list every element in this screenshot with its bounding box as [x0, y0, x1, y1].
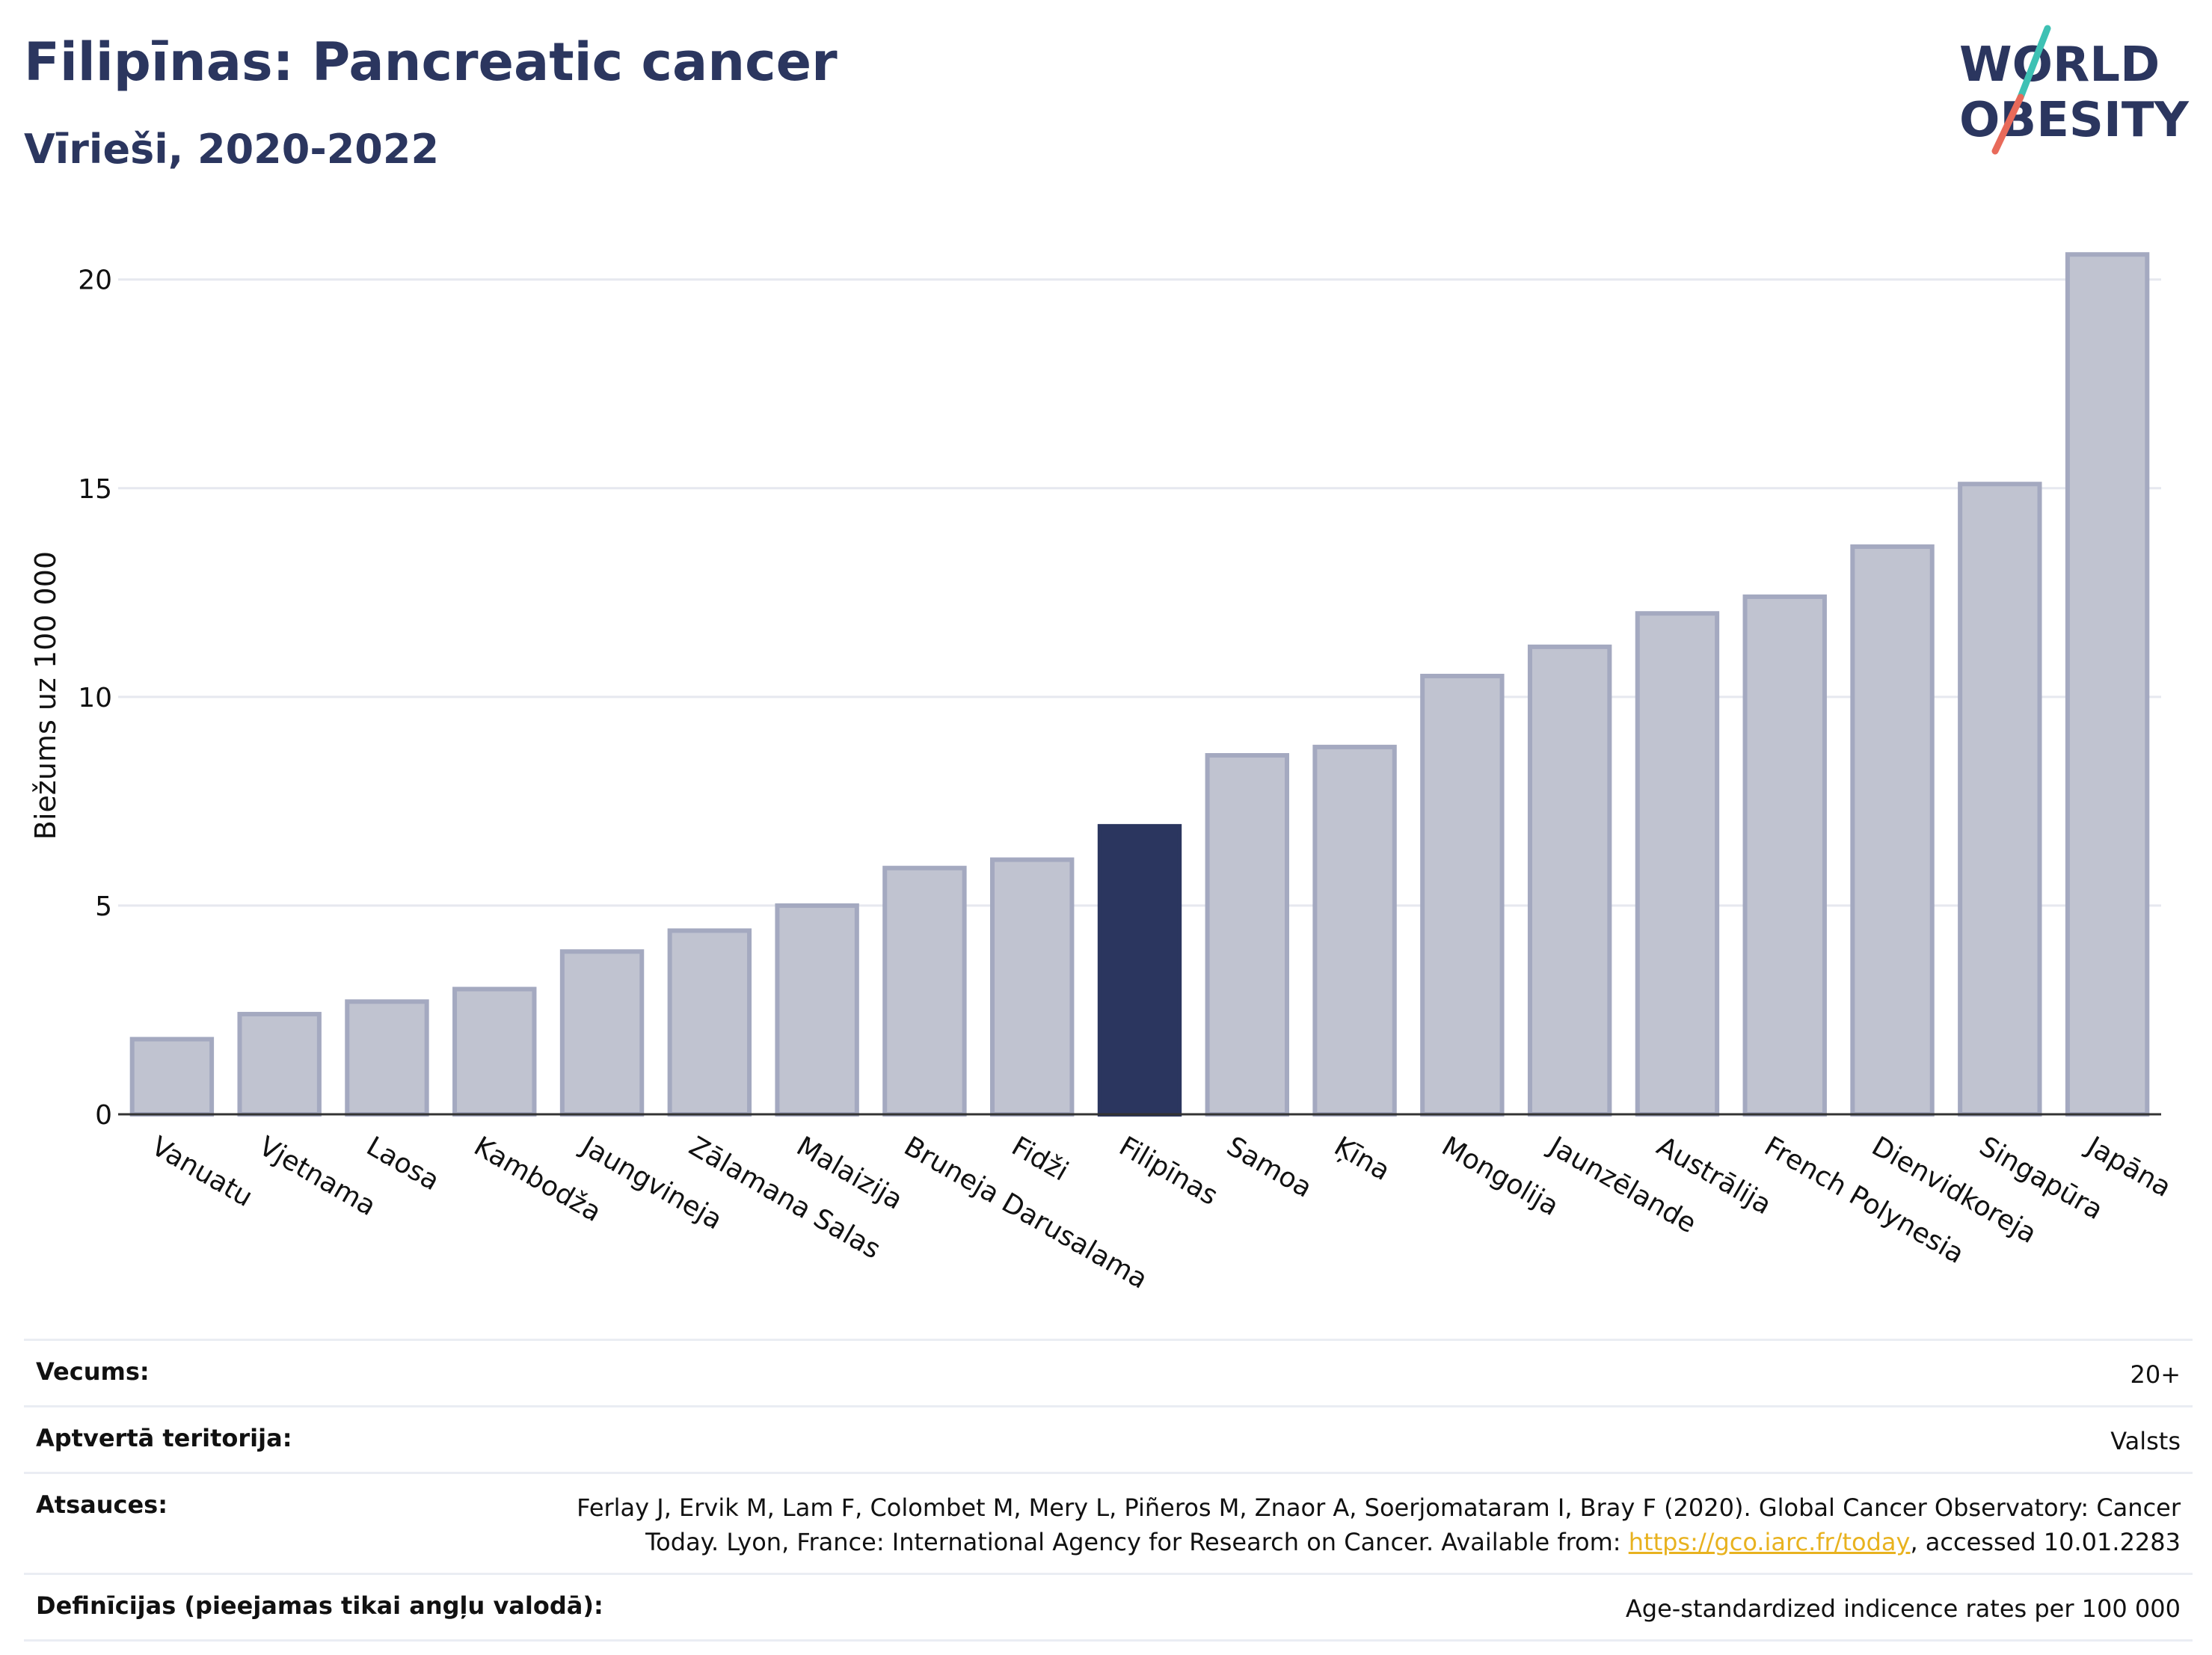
bar-18[interactable] [2065, 252, 2150, 1117]
bar-9[interactable] [1097, 823, 1182, 1117]
meta-row-references: Atsauces: Ferlay J, Ervik M, Lam F, Colo… [24, 1472, 2193, 1573]
y-axis-title: Biežums uz 100 000 [29, 551, 62, 840]
references-label: Atsauces: [36, 1490, 168, 1519]
bar-6[interactable] [775, 903, 859, 1117]
x-tick-label: Ķīna [1329, 1131, 1395, 1187]
y-tick-label: 5 [95, 891, 112, 922]
chart-title: Filipīnas: Pancreatic cancer [24, 31, 838, 93]
bar-7[interactable] [882, 865, 967, 1117]
x-tick-label: Vanuatu [146, 1131, 257, 1213]
references-link[interactable]: https://gco.iarc.fr/today [1628, 1528, 1911, 1556]
bar-0[interactable] [129, 1037, 215, 1117]
x-tick-label: French Polynesia [1759, 1131, 1969, 1270]
age-label: Vecums: [36, 1357, 150, 1386]
bar-3[interactable] [452, 986, 537, 1117]
bar-14[interactable] [1635, 611, 1720, 1117]
bar-5[interactable] [667, 928, 752, 1117]
chart-subtitle: Vīrieši, 2020-2022 [24, 126, 440, 173]
y-axis-ticks: 0 5 10 15 20 [78, 265, 112, 1131]
y-tick-label: 0 [95, 1100, 112, 1131]
x-tick-label: Samoa [1221, 1131, 1317, 1204]
y-tick-label: 20 [78, 265, 112, 296]
bar-17[interactable] [1958, 482, 2042, 1117]
y-tick-label: 15 [78, 474, 112, 505]
bar-2[interactable] [345, 999, 429, 1117]
age-value: 20+ [2130, 1360, 2181, 1389]
meta-row-age: Vecums: 20+ [24, 1339, 2193, 1405]
meta-row-coverage: Aptvertā teritorija: Valsts [24, 1405, 2193, 1472]
x-tick-label: Zālamana Salas [683, 1131, 885, 1265]
bar-10[interactable] [1205, 753, 1289, 1117]
meta-row-definitions: Definīcijas (pieejamas tikai angļu valod… [24, 1573, 2193, 1642]
bar-13[interactable] [1527, 644, 1612, 1117]
logo-slash-bottom [1991, 93, 2024, 155]
bar-15[interactable] [1742, 594, 1827, 1117]
references-accessed: , accessed 10.01.2283 [1910, 1528, 2181, 1556]
definitions-value: Age-standardized indicence rates per 100… [1625, 1594, 2181, 1623]
bar-11[interactable] [1312, 744, 1397, 1117]
x-tick-label: Filipīnas [1114, 1131, 1223, 1212]
x-tick-label: Fidži [1007, 1131, 1074, 1187]
world-obesity-logo: WORLD OBESITY [1959, 25, 2189, 155]
metadata-table: Vecums: 20+ Aptvertā teritorija: Valsts … [24, 1339, 2193, 1642]
y-tick-label: 10 [78, 683, 112, 713]
logo-slash-top [2017, 25, 2051, 101]
bar-16[interactable] [1850, 544, 1935, 1117]
x-tick-label: Mongolija [1437, 1131, 1564, 1222]
x-tick-label: Vjetnama [254, 1131, 381, 1222]
references-text: Ferlay J, Ervik M, Lam F, Colombet M, Me… [577, 1493, 2181, 1556]
logo-line1: WORLD [1959, 37, 2160, 93]
bar-1[interactable] [237, 1012, 322, 1117]
references-value: Ferlay J, Ervik M, Lam F, Colombet M, Me… [535, 1490, 2181, 1559]
bar-12[interactable] [1420, 673, 1505, 1117]
x-tick-label: Laosa [361, 1131, 444, 1197]
definitions-label: Definīcijas (pieejamas tikai angļu valod… [36, 1591, 603, 1620]
bar-4[interactable] [559, 949, 645, 1117]
bars [129, 252, 2150, 1117]
coverage-label: Aptvertā teritorija: [36, 1424, 292, 1452]
coverage-value: Valsts [2110, 1427, 2181, 1455]
bar-8[interactable] [990, 857, 1075, 1117]
